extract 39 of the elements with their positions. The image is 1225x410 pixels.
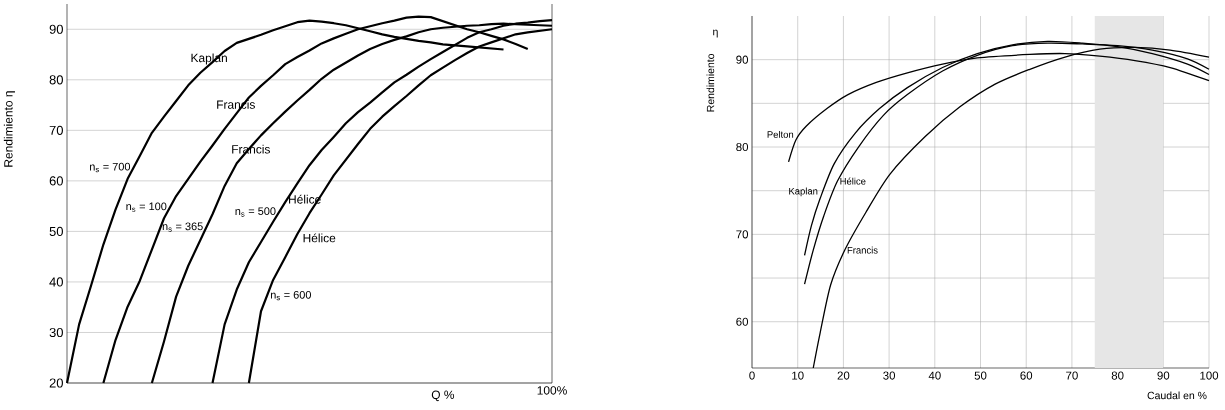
x-tick-label: 10 xyxy=(792,371,804,380)
series-label: n$_{s}$ = 365 xyxy=(162,222,203,232)
x-tick-label: 100 xyxy=(1200,371,1219,380)
y-axis-title: Rendimiento xyxy=(706,53,715,112)
y-tick-label: 80 xyxy=(736,142,749,152)
x-tick-label: 50 xyxy=(974,371,987,380)
text: η xyxy=(713,29,718,38)
series-label: n$_{s}$ = 500 xyxy=(235,207,276,217)
y-tick-label: 70 xyxy=(49,125,63,135)
y-tick-label: 80 xyxy=(49,75,63,85)
y-tick-label: 70 xyxy=(736,230,749,239)
series-label: Pelton xyxy=(767,130,794,138)
x-tick-label: 30 xyxy=(883,371,896,380)
series-label: n$_{s}$ = 100 xyxy=(126,202,167,212)
series-label: n$_{s}$ = 700 xyxy=(90,162,131,173)
y-tick-label: 30 xyxy=(49,327,63,338)
x-axis-title: Caudal en % xyxy=(1147,391,1207,400)
series-label: Kaplan xyxy=(789,187,818,197)
y-tick-label: 20 xyxy=(49,378,63,388)
x-tick-label: 20 xyxy=(837,371,850,380)
series-label: Hélice xyxy=(840,177,866,185)
x-tick-label: 70 xyxy=(1066,371,1078,380)
y-tick-label: 90 xyxy=(49,24,63,34)
x-tick-label: 80 xyxy=(1111,371,1124,380)
x-axis-title: Q % xyxy=(431,390,455,402)
y-tick-label: 90 xyxy=(736,55,749,64)
x-tick-label: 0 xyxy=(749,371,755,380)
text: 100% xyxy=(537,386,567,395)
annotation: Hélice xyxy=(303,233,336,243)
series-label: n$_{s}$ = 600 xyxy=(270,290,311,301)
y-tick-label: 40 xyxy=(49,277,63,287)
y-tick-label: 50 xyxy=(49,226,63,236)
series-label: Francis xyxy=(847,246,878,254)
y-axis-title: Rendimiento η xyxy=(3,91,15,167)
x-tick-label: 60 xyxy=(1020,371,1033,380)
y-tick-label: 60 xyxy=(49,176,63,186)
x-tick-label: 40 xyxy=(928,371,941,380)
x-tick-label: 90 xyxy=(1157,371,1170,380)
y-tick-label: 60 xyxy=(736,317,749,326)
